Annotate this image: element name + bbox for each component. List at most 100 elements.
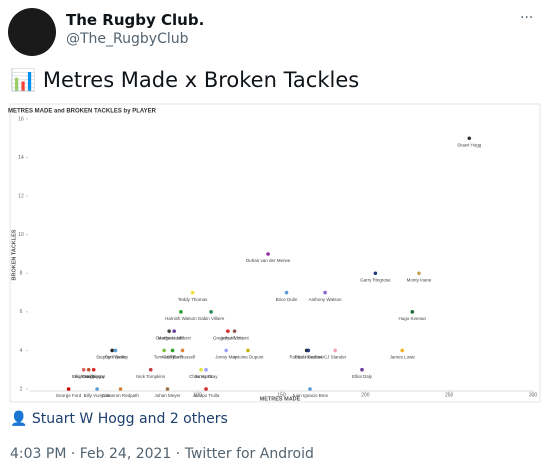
x-tick-label: 150 (277, 392, 286, 398)
likes[interactable]: 👤 Stuart W Hogg and 2 others (10, 411, 228, 427)
point-label: Nick Tompkins (136, 374, 166, 379)
y-axis-label: BROKEN TACKLES (11, 229, 17, 280)
point (86, 367, 91, 372)
point-label: George Ford (56, 393, 82, 398)
chart-frame (9, 103, 541, 403)
point (162, 348, 166, 353)
point (333, 348, 337, 353)
timestamp: 4:03 PM · Feb 24, 2021 · Twitter for And… (10, 446, 314, 462)
point (118, 387, 123, 391)
point-label: Finn Russell (170, 355, 195, 360)
point-label: Cyril Baille (105, 355, 127, 360)
point-label: Brice Dulin (276, 297, 298, 302)
point-label: Duhan van der Merwe (246, 258, 291, 263)
point (165, 387, 170, 391)
point-label: Jacopo Trulla (193, 393, 220, 398)
point-label: Gregory Alldritt (213, 335, 244, 340)
point-label: Dan Biggar (82, 374, 105, 379)
point-label: Leigh Halfpenny (72, 374, 105, 379)
point (199, 367, 203, 372)
point (66, 387, 71, 391)
point-label: James Lowe (390, 355, 416, 360)
point (81, 367, 86, 372)
point-label: Juan Ignacio Brex (292, 393, 329, 398)
y-tick-label: 16 (18, 116, 24, 122)
y-tick-label: 12 (18, 193, 24, 199)
point (400, 348, 405, 353)
point (209, 310, 213, 314)
point (170, 348, 175, 353)
point-label: Stephen Varney (96, 355, 129, 360)
point-label: Matthieu Jalibert (158, 335, 192, 340)
point-label: Antoine Dupont (232, 355, 264, 360)
point-label: CJ Stander (324, 355, 347, 360)
point-label: Robbie Henshaw (290, 355, 325, 360)
chart-title: METRES MADE and BROKEN TACKLES by PLAYER (8, 109, 157, 115)
y-tick-label: 14 (18, 155, 24, 161)
x-tick-label: 200 (361, 392, 370, 398)
x-tick-label: 300 (529, 392, 538, 398)
point (113, 348, 118, 353)
point (246, 348, 250, 353)
point (204, 387, 208, 391)
y-tick-label: 10 (18, 232, 24, 238)
point-label: Billy Vunipola (84, 393, 111, 398)
point (224, 348, 228, 353)
point (417, 271, 421, 276)
y-tick-label: 6 (20, 309, 23, 315)
point (204, 367, 208, 372)
point-label: Paolo Garbisi (295, 355, 322, 360)
point (148, 367, 153, 372)
more-button[interactable]: ··· (520, 10, 534, 26)
point-label: Garry Ringrose (360, 277, 391, 282)
point-label: Stuart Hogg (457, 142, 482, 147)
point (190, 290, 195, 295)
point (323, 290, 327, 295)
point (179, 310, 183, 314)
point (95, 387, 99, 391)
y-tick-label: 2 (20, 386, 23, 392)
point-label: Gabin Villiere (198, 316, 225, 321)
point (360, 367, 364, 372)
display-name[interactable]: The Rugby Club. (66, 11, 205, 29)
point (167, 329, 171, 333)
point-label: Elliot Daly (352, 374, 373, 379)
point (308, 387, 312, 391)
point (91, 367, 96, 372)
point (226, 329, 230, 333)
avatar[interactable] (8, 8, 56, 56)
point-label: Hugo Keenan (399, 316, 427, 321)
person-icon: 👤 (10, 411, 28, 427)
y-tick-label: 4 (20, 348, 23, 354)
x-tick-label: 250 (445, 392, 454, 398)
point (410, 310, 415, 314)
point-label: George North (156, 335, 184, 340)
point (373, 271, 378, 276)
point-label: Tom Curry (154, 355, 176, 360)
point-label: Keith Earls (162, 355, 185, 360)
point-label: Monty Ioane (407, 277, 432, 282)
point (306, 348, 311, 353)
point-label: Jonny May (215, 355, 238, 360)
point (180, 348, 185, 353)
point-label: Johan Meyer (154, 393, 181, 398)
likes-text[interactable]: Stuart W Hogg and 2 others (31, 411, 228, 427)
point (467, 136, 472, 141)
point (232, 329, 237, 333)
point-label: Chris Harris (189, 374, 214, 379)
point (284, 290, 289, 295)
y-tick-label: 8 (20, 271, 23, 277)
point (110, 348, 114, 353)
point-label: Teddy Thomas (178, 297, 208, 302)
tweet-text: 📊 Metres Made x Broken Tackles (10, 68, 360, 92)
point-label: Hamish Watson (165, 316, 197, 321)
point-label: Ellis Genge (72, 374, 96, 379)
point-label: Arthur Vincent (220, 335, 249, 340)
point-label: Cameron Redpath (102, 393, 139, 398)
point-label: Jonny Gray (195, 374, 219, 379)
point (172, 329, 176, 333)
point (266, 252, 270, 256)
handle[interactable]: @The_RugbyClub (66, 31, 189, 47)
